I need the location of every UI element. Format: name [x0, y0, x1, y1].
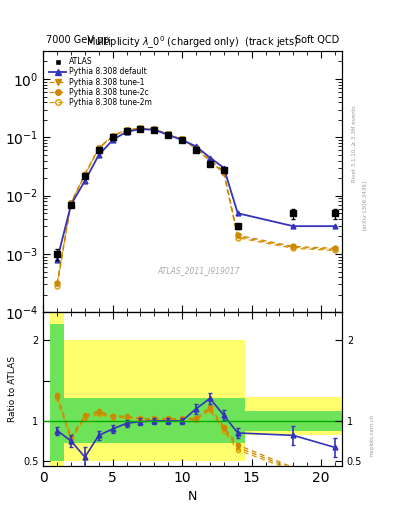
Text: 7000 GeV pp: 7000 GeV pp — [46, 35, 110, 45]
Text: Rivet 3.1.10, ≥ 3.3M events: Rivet 3.1.10, ≥ 3.3M events — [352, 105, 357, 182]
Text: Soft QCD: Soft QCD — [295, 35, 339, 45]
Y-axis label: Ratio to ATLAS: Ratio to ATLAS — [8, 356, 17, 422]
X-axis label: N: N — [188, 490, 197, 503]
Text: ATLAS_2011_I919017: ATLAS_2011_I919017 — [157, 266, 240, 275]
Text: mcplots.cern.ch: mcplots.cern.ch — [369, 414, 375, 456]
Title: Multiplicity $\lambda\_0^0$ (charged only)  (track jets): Multiplicity $\lambda\_0^0$ (charged onl… — [86, 35, 299, 51]
Legend: ATLAS, Pythia 8.308 default, Pythia 8.308 tune-1, Pythia 8.308 tune-2c, Pythia 8: ATLAS, Pythia 8.308 default, Pythia 8.30… — [47, 55, 154, 109]
Text: [arXiv:1306.3436]: [arXiv:1306.3436] — [362, 180, 367, 230]
